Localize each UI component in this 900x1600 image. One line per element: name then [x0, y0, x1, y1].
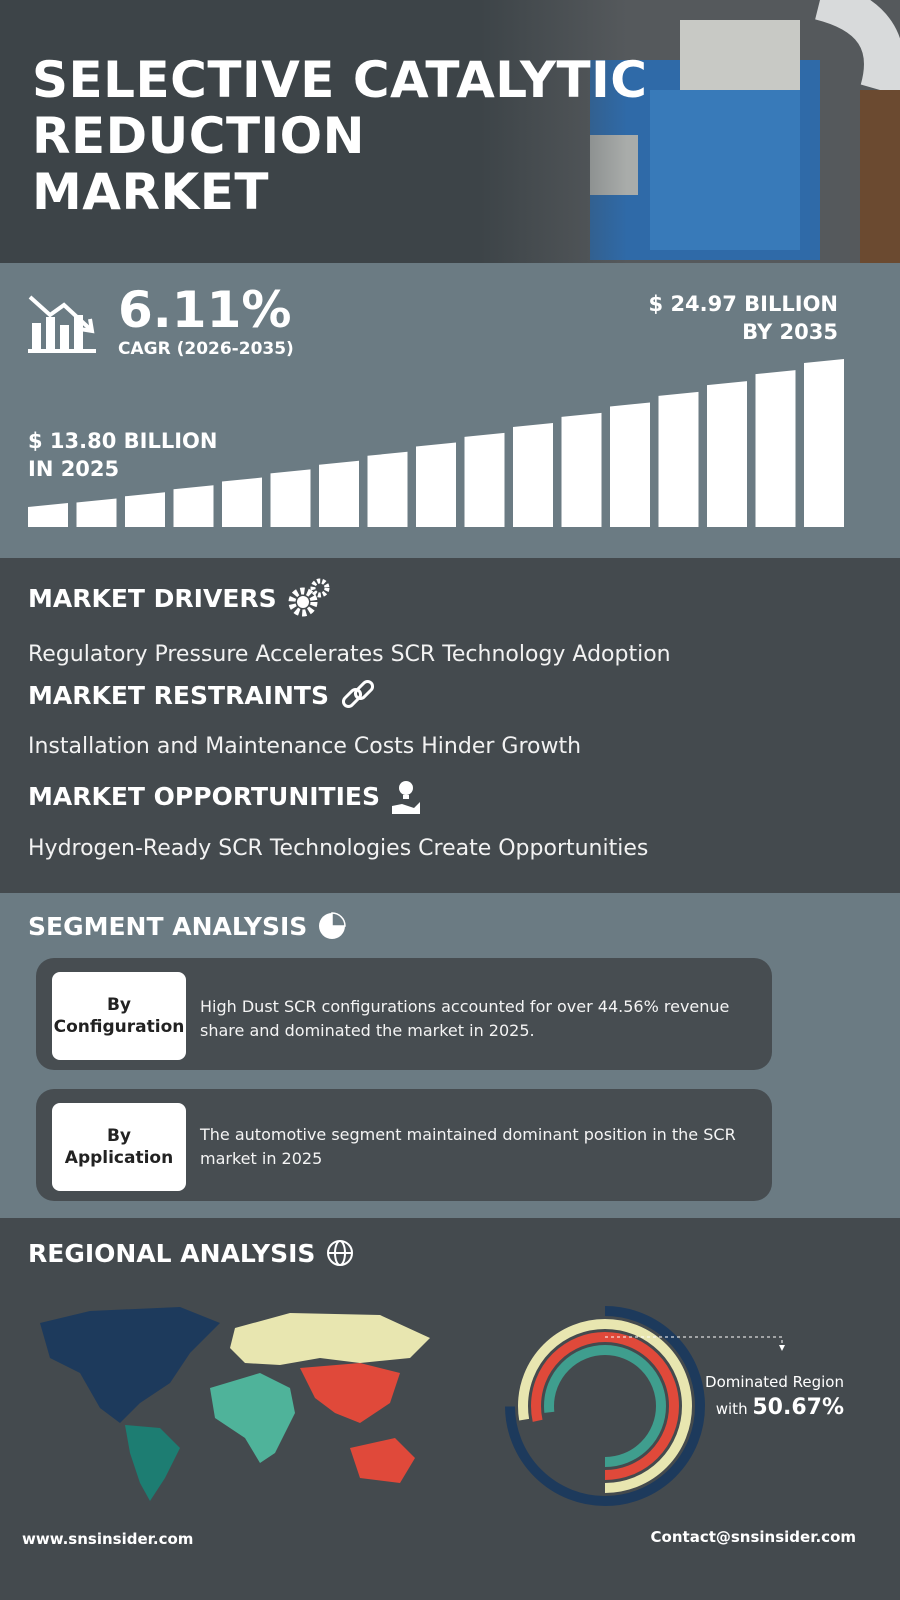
ring — [505, 1306, 705, 1506]
growth-bar — [270, 469, 311, 527]
restraints-text: Installation and Maintenance Costs Hinde… — [28, 734, 582, 759]
drivers-text: Regulatory Pressure Accelerates SCR Tech… — [28, 642, 671, 667]
growth-bar — [125, 492, 165, 527]
pie-icon — [319, 912, 347, 939]
label-line: By — [106, 1126, 132, 1146]
idea-icon — [391, 781, 420, 814]
globe-icon — [327, 1240, 354, 1266]
region-with: with — [715, 1400, 748, 1418]
restraints-heading-row: MARKET RESTRAINTS — [28, 676, 377, 714]
cagr-label: CAGR (2026-2035) — [118, 339, 294, 359]
growth-bar — [173, 485, 214, 527]
stats: 6.11% CAGR (2026-2035) $ 24.97 BILLION B… — [0, 263, 900, 558]
growth-bar — [658, 391, 699, 527]
segment-card: By Configuration High Dust SCR configurat… — [36, 958, 772, 1070]
region-note: Dominated Region — [705, 1373, 844, 1391]
drivers-heading: MARKET DRIVERS — [28, 583, 277, 613]
north-america — [40, 1307, 220, 1423]
segment-label: By Configuration — [52, 972, 186, 1060]
title: SELECTIVE CATALYTIC REDUCTION MARKET — [32, 52, 647, 220]
segment: SEGMENT ANALYSIS By Configuration High Du… — [0, 893, 900, 1218]
gears-icon — [288, 578, 330, 617]
title-line: MARKET — [32, 163, 269, 221]
restraints-heading: MARKET RESTRAINTS — [28, 680, 329, 710]
start-amount: $ 13.80 BILLION — [28, 429, 218, 453]
dominated-region: Dominated Region with 50.67% — [705, 1369, 844, 1422]
title-line: SELECTIVE CATALYTIC — [32, 51, 648, 109]
oceania — [350, 1438, 415, 1483]
growth-bar — [464, 432, 505, 527]
segment-text: The automotive segment maintained domina… — [200, 1125, 736, 1168]
title-line: REDUCTION — [32, 107, 366, 165]
growth-bar — [755, 370, 796, 527]
growth-bar — [804, 359, 844, 527]
growth-bar — [610, 402, 650, 527]
world-map — [40, 1307, 430, 1501]
growth-bar — [76, 498, 117, 527]
south-america — [125, 1425, 180, 1501]
start-period: IN 2025 — [28, 457, 120, 481]
regional-heading: REGIONAL ANALYSIS — [28, 1238, 316, 1268]
growth-bar — [222, 477, 262, 527]
segment-text: High Dust SCR configurations accounted f… — [200, 997, 730, 1040]
website: www.snsinsider.com — [22, 1530, 194, 1548]
header: SELECTIVE CATALYTIC REDUCTION MARKET — [0, 0, 900, 263]
region-share-row: with 50.67% — [705, 1395, 844, 1422]
growth-bar — [319, 460, 359, 527]
europe-north-asia — [230, 1313, 430, 1365]
ring — [544, 1345, 666, 1467]
growth-bar — [367, 451, 408, 527]
opportunities-text: Hydrogen-Ready SCR Technologies Create O… — [28, 836, 649, 861]
radial-chart — [505, 1306, 785, 1506]
region-share: 50.67% — [752, 1395, 844, 1420]
header-image — [480, 0, 900, 263]
segment-label: By Application — [52, 1103, 186, 1191]
end-amount: $ 24.97 BILLION — [648, 292, 838, 316]
regional-heading-row: REGIONAL ANALYSIS — [28, 1238, 355, 1268]
market: MARKET DRIVERS Regulatory Pressure Accel… — [0, 558, 900, 893]
end-value: $ 24.97 BILLION BY 2035 — [649, 290, 838, 346]
pointer — [605, 1336, 783, 1347]
label-line: Configuration — [53, 1017, 185, 1037]
asia-pacific — [300, 1363, 400, 1423]
growth-bar — [707, 381, 747, 527]
growth-bar — [416, 442, 456, 527]
contact: Contact@snsinsider.com — [650, 1528, 856, 1546]
growth-bar — [513, 422, 553, 527]
ring — [531, 1332, 679, 1480]
link-icon — [341, 679, 374, 709]
growth-bar — [28, 503, 68, 527]
label-line: By — [106, 995, 132, 1015]
growth-icon — [28, 295, 96, 353]
segment-heading: SEGMENT ANALYSIS — [28, 911, 308, 941]
start-value: $ 13.80 BILLION IN 2025 — [28, 427, 217, 483]
fade — [480, 0, 900, 263]
pointer-head — [779, 1345, 785, 1351]
segment-heading-row: SEGMENT ANALYSIS — [28, 911, 347, 941]
growth-bars — [28, 359, 844, 527]
opportunities-heading: MARKET OPPORTUNITIES — [28, 781, 380, 811]
segment-card: By Application The automotive segment mai… — [36, 1089, 772, 1201]
opportunities-heading-row: MARKET OPPORTUNITIES — [28, 776, 422, 816]
label-line: Application — [64, 1148, 174, 1168]
cagr-value: 6.11% — [118, 281, 292, 339]
africa — [210, 1373, 295, 1463]
drivers-heading-row: MARKET DRIVERS — [28, 578, 331, 618]
growth-bar — [561, 412, 602, 527]
end-period: BY 2035 — [742, 320, 838, 344]
regional: REGIONAL ANALYSIS Dominated Region with … — [0, 1218, 900, 1600]
ring — [518, 1319, 692, 1493]
